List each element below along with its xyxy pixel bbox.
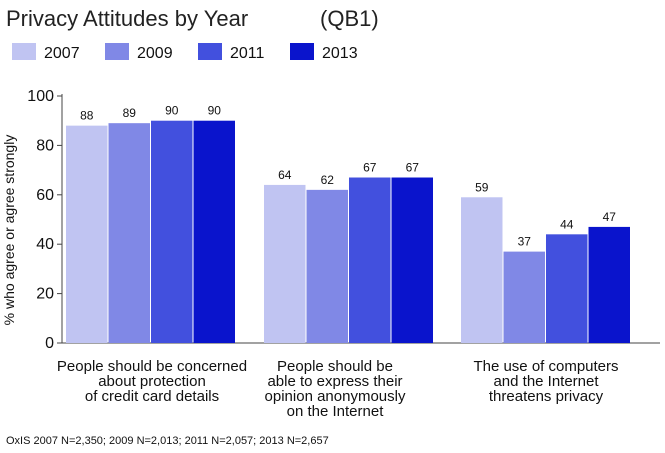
data-label: 44 — [560, 217, 574, 231]
bars — [66, 120, 630, 343]
data-label: 89 — [123, 106, 137, 120]
data-label: 90 — [208, 104, 222, 118]
category-label-line: The use of computers — [473, 358, 618, 375]
legend-swatch-2011 — [198, 43, 222, 60]
legend-swatch-2007 — [12, 43, 36, 60]
y-axis-label: % who agree or agree strongly — [1, 135, 17, 326]
data-label: 59 — [475, 180, 489, 194]
category-label-line: People should be concerned — [57, 358, 247, 375]
legend-label-2011: 2011 — [230, 45, 265, 62]
y-tick-label: 80 — [36, 137, 54, 154]
legend-swatch-2009 — [105, 43, 129, 60]
bar — [108, 123, 150, 343]
category-label-line: on the Internet — [287, 403, 385, 420]
y-tick-label: 100 — [27, 88, 54, 105]
y-tick-label: 20 — [36, 286, 54, 303]
legend-label-2007: 2007 — [44, 45, 80, 62]
data-labels: 88 89 90 90 64 62 67 67 59 37 44 47 — [80, 104, 616, 249]
category-label-line: opinion anonymously — [265, 388, 406, 405]
legend-label-2009: 2009 — [137, 45, 173, 62]
data-label: 37 — [518, 235, 532, 249]
y-tick-label: 40 — [36, 236, 54, 253]
bar — [349, 177, 391, 343]
bar — [391, 177, 433, 343]
bar — [193, 120, 235, 343]
data-label: 64 — [278, 168, 292, 182]
legend: 2007 2009 2011 2013 — [12, 43, 358, 62]
category-label-line: able to express their — [267, 373, 402, 390]
data-label: 67 — [363, 161, 377, 175]
data-label: 47 — [603, 210, 617, 224]
category-label: People should be able to express their opi… — [265, 358, 406, 420]
legend-label-2013: 2013 — [322, 45, 358, 62]
y-tick-label: 60 — [36, 187, 54, 204]
chart-subtitle: (QB1) — [320, 6, 379, 31]
bar — [66, 125, 108, 343]
data-label: 90 — [165, 104, 179, 118]
category-label: People should be concerned about protecti… — [57, 358, 247, 405]
data-label: 67 — [406, 161, 420, 175]
chart-title: Privacy Attitudes by Year — [6, 6, 248, 31]
data-label: 88 — [80, 109, 94, 123]
category-label-line: of credit card details — [85, 388, 219, 405]
category-labels: People should be concerned about protecti… — [57, 358, 619, 420]
category-label-line: about protection — [98, 373, 206, 390]
bar — [264, 184, 306, 343]
legend-swatch-2013 — [290, 43, 314, 60]
bar — [503, 251, 545, 343]
y-tick-label: 0 — [45, 335, 54, 352]
data-label: 62 — [321, 173, 335, 187]
bar — [306, 189, 348, 343]
bar — [546, 234, 588, 343]
category-label: The use of computers and the Internet thre… — [473, 358, 618, 405]
bar — [588, 226, 630, 343]
bar — [151, 120, 193, 343]
sample-note: OxIS 2007 N=2,350; 2009 N=2,013; 2011 N=… — [6, 435, 329, 447]
category-label-line: and the Internet — [493, 373, 599, 390]
category-label-line: People should be — [277, 358, 393, 375]
category-label-line: threatens privacy — [489, 388, 604, 405]
bar — [461, 197, 503, 343]
